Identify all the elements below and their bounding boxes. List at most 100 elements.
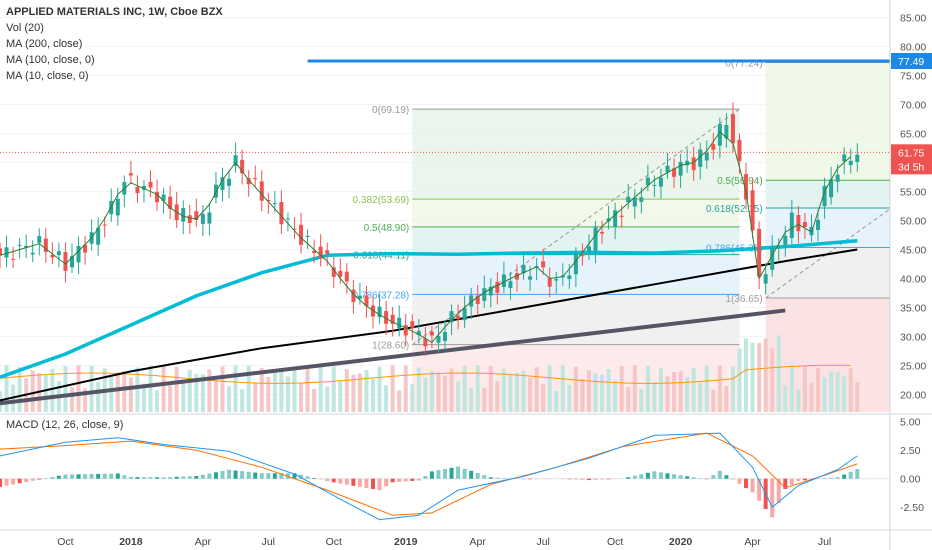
macd-legend[interactable]: MACD (12, 26, close, 9)	[6, 419, 124, 431]
macd-histogram-bar	[181, 476, 186, 479]
candle-body	[181, 208, 186, 222]
macd-histogram-bar	[344, 478, 349, 485]
volume-bar	[449, 368, 454, 412]
indicator-ma10[interactable]: MA (10, close, 0)	[6, 70, 89, 82]
price-tick-label: 70.00	[900, 99, 926, 111]
macd-histogram-bar	[606, 478, 611, 480]
indicator-ma200[interactable]: MA (200, close)	[6, 38, 83, 50]
fib-level-label: 1(28.60)	[372, 341, 409, 352]
candle-body	[528, 276, 533, 280]
macd-histogram-bar	[266, 473, 271, 479]
volume-bar	[665, 376, 670, 412]
candle-body	[744, 174, 749, 200]
candle-body	[403, 325, 408, 336]
fib-level-label: 1(36.65)	[725, 294, 762, 305]
macd-histogram-bar	[783, 478, 788, 489]
price-tick-label: 50.00	[900, 216, 926, 228]
candle-body	[135, 186, 140, 194]
macd-histogram-bar	[711, 475, 716, 479]
candle-body	[802, 221, 807, 227]
candle-body	[233, 155, 238, 166]
candle-body	[632, 197, 637, 207]
macd-histogram-bar	[658, 472, 663, 479]
candle-body	[338, 270, 343, 277]
candle-body	[521, 264, 526, 274]
macd-histogram-bar	[331, 478, 336, 483]
volume-bar	[698, 383, 703, 412]
volume-bar	[312, 389, 317, 412]
volume-bar	[227, 386, 232, 412]
volume-bar	[521, 370, 526, 412]
macd-tick-label: 0.00	[900, 474, 921, 486]
macd-histogram-bar	[443, 468, 447, 479]
volume-bar	[547, 365, 552, 412]
volume-bar	[122, 371, 127, 412]
candle-body	[600, 232, 605, 234]
macd-histogram-bar	[318, 478, 323, 480]
volume-bar	[416, 367, 421, 412]
candle-body	[855, 154, 860, 162]
volume-bar	[462, 366, 467, 412]
volume-bar	[796, 389, 801, 412]
macd-histogram-bar	[482, 475, 487, 479]
candle-body	[43, 238, 48, 252]
volume-bar	[272, 371, 277, 412]
candle-body	[11, 258, 16, 260]
volume-bar	[600, 374, 605, 412]
volume-bar	[554, 390, 559, 412]
volume-bar	[279, 371, 284, 412]
candle-body	[357, 295, 362, 299]
candle-body	[384, 311, 389, 324]
volume-bar	[318, 365, 323, 412]
candle-body	[645, 177, 650, 186]
volume-bar	[246, 365, 251, 412]
volume-bar	[685, 377, 690, 412]
macd-histogram-bar	[586, 478, 591, 481]
candle-body	[246, 178, 251, 185]
volume-bar	[305, 365, 310, 412]
macd-histogram-bar	[678, 475, 683, 479]
candle-body	[613, 210, 618, 227]
time-tick-label: Apr	[195, 536, 212, 548]
volume-bar	[233, 365, 238, 412]
volume-bar	[331, 366, 336, 412]
macd-histogram-bar	[246, 471, 251, 479]
current-price-label: 61.75	[898, 147, 924, 159]
macd-tick-label: -2.50	[900, 502, 924, 514]
macd-histogram-bar	[83, 474, 88, 479]
volume-bar	[528, 378, 533, 412]
volume-bar	[802, 365, 807, 412]
candle-body	[148, 181, 153, 188]
volume-bar	[89, 365, 94, 412]
volume-bar	[776, 335, 781, 412]
current-price-badge	[891, 144, 932, 175]
candle-body	[63, 252, 68, 271]
indicator-ma100[interactable]: MA (100, close, 0)	[6, 54, 95, 66]
macd-histogram-bar	[456, 466, 461, 479]
candle-body	[672, 168, 677, 177]
fib-level-label: 0.382(53.69)	[353, 195, 410, 206]
candle-body	[717, 123, 722, 146]
macd-histogram-bar	[410, 478, 415, 481]
volume-bar	[443, 375, 447, 412]
candle-body	[652, 184, 657, 186]
volume-bar	[266, 376, 271, 412]
volume-bar	[364, 370, 369, 412]
price-tick-label: 45.00	[900, 245, 926, 257]
volume-bar	[534, 367, 539, 412]
candle-body	[96, 227, 101, 245]
volume-bar	[285, 376, 290, 412]
macd-histogram-bar	[168, 477, 173, 479]
macd-histogram-bar	[848, 471, 853, 479]
macd-histogram-bar	[371, 478, 376, 490]
volume-bar	[789, 365, 794, 412]
indicator-vol[interactable]: Vol (20)	[6, 22, 44, 34]
macd-histogram-bar	[744, 478, 749, 489]
volume-bar	[724, 385, 729, 412]
candle-body	[508, 281, 513, 288]
volume-bar	[128, 377, 133, 412]
macd-histogram-bar	[416, 478, 421, 481]
macd-histogram-bar	[63, 474, 68, 479]
candle-body	[711, 144, 716, 150]
